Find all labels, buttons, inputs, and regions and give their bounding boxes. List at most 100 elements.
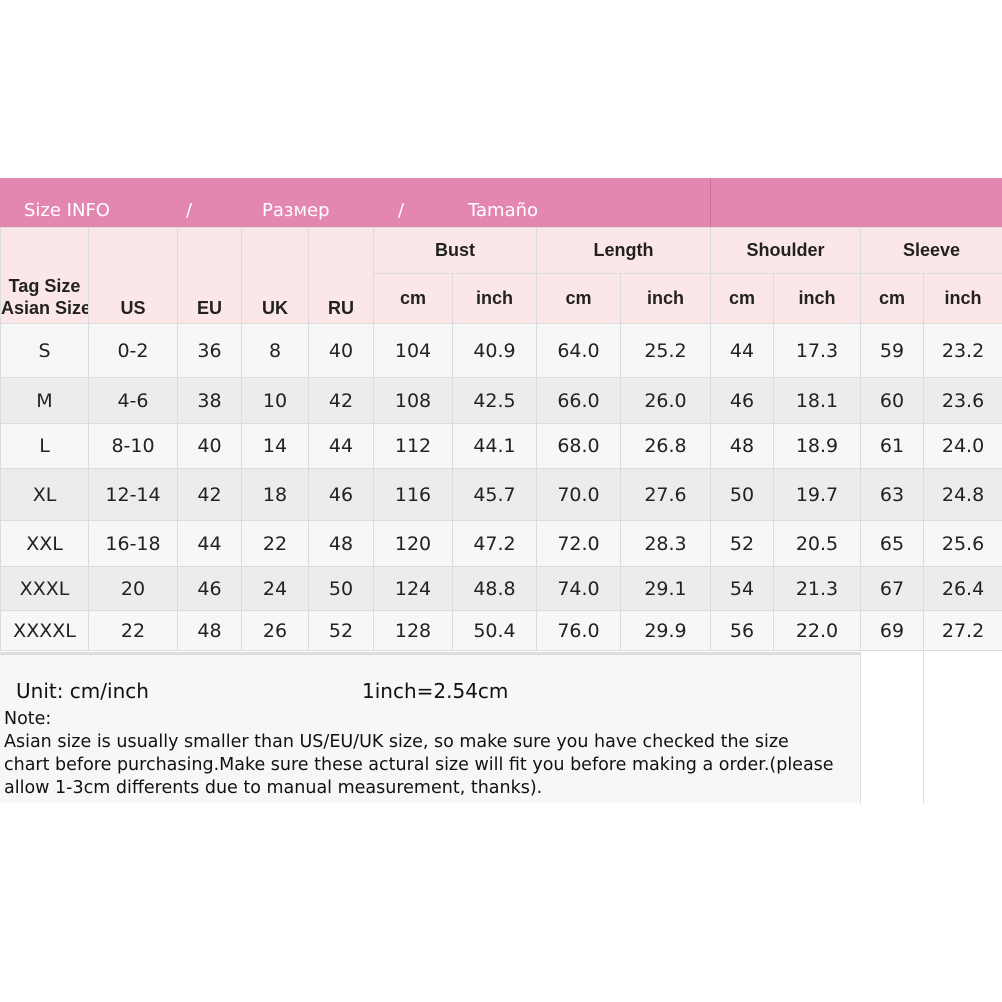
- cell-us: 0-2: [88, 323, 178, 378]
- table-row: L 8-10 40 14 44 112 44.1 68.0 26.8 48 18.9 61 24.0: [0, 423, 1002, 469]
- cell-eu: 44: [177, 520, 242, 567]
- cell-uk: 14: [241, 423, 309, 469]
- cell-bust-cm: 104: [373, 323, 453, 378]
- header-row-units: cm inch cm inch cm inch cm inch: [1, 273, 1002, 324]
- unit-label: Unit: cm/inch: [16, 679, 149, 703]
- us-header: US: [88, 227, 178, 324]
- cell-bust-inch: 40.9: [452, 323, 537, 378]
- cell-us: 20: [88, 566, 178, 611]
- ru-header: RU: [308, 227, 374, 324]
- cell-uk: 8: [241, 323, 309, 378]
- cell-tag-size: M: [0, 377, 89, 424]
- note: Note: Asian size is usually smaller than…: [0, 708, 860, 803]
- cell-uk: 18: [241, 468, 309, 521]
- cell-shoulder-cm: 56: [710, 610, 774, 651]
- sleeve-header: Sleeve: [860, 227, 1002, 274]
- bust-header: Bust: [373, 227, 537, 274]
- cell-length-inch: 27.6: [620, 468, 711, 521]
- cell-sleeve-inch: 24.0: [923, 423, 1002, 469]
- banner-russian: Размер: [262, 200, 330, 221]
- cell-eu: 42: [177, 468, 242, 521]
- cell-us: 12-14: [88, 468, 178, 521]
- cell-ru: 46: [308, 468, 374, 521]
- cell-shoulder-inch: 19.7: [772, 468, 862, 521]
- cell-tag-size: XL: [0, 468, 89, 521]
- cell-bust-inch: 42.5: [452, 377, 537, 424]
- cell-sleeve-cm: 60: [860, 377, 925, 424]
- cell-sleeve-inch: 24.8: [923, 468, 1002, 521]
- unit-header-cm: cm: [710, 273, 774, 324]
- cell-bust-cm: 116: [373, 468, 453, 521]
- cell-eu: 40: [177, 423, 242, 469]
- unit-header-cm: cm: [860, 273, 925, 324]
- note-title: Note:: [4, 709, 52, 729]
- cell-sleeve-cm: 59: [860, 323, 925, 378]
- asian-size-label: Asian Size: [1, 298, 89, 318]
- unit-header-cm: cm: [373, 273, 453, 324]
- cell-us: 16-18: [88, 520, 178, 567]
- unit-row: Unit: cm/inch 1inch=2.54cm: [0, 652, 860, 709]
- unit-header-inch: inch: [923, 273, 1002, 324]
- unit-header-inch: inch: [452, 273, 537, 324]
- cell-tag-size: XXXL: [0, 566, 89, 611]
- note-line: Asian size is usually smaller than US/EU…: [4, 732, 789, 752]
- cell-shoulder-inch: 18.9: [772, 423, 862, 469]
- cell-sleeve-inch: 27.2: [923, 610, 1002, 651]
- cell-uk: 10: [241, 377, 309, 424]
- unit-header-inch: inch: [772, 273, 862, 324]
- unit-header-inch: inch: [620, 273, 711, 324]
- cell-ru: 42: [308, 377, 374, 424]
- cell-sleeve-inch: 26.4: [923, 566, 1002, 611]
- cell-tag-size: S: [0, 323, 89, 378]
- uk-header: UK: [241, 227, 309, 324]
- cell-length-inch: 26.8: [620, 423, 711, 469]
- cell-length-inch: 29.1: [620, 566, 711, 611]
- grid-line: [923, 652, 924, 804]
- cell-length-cm: 74.0: [536, 566, 621, 611]
- cell-shoulder-inch: 20.5: [772, 520, 862, 567]
- cell-shoulder-inch: 18.1: [772, 377, 862, 424]
- cell-length-cm: 64.0: [536, 323, 621, 378]
- cell-shoulder-cm: 52: [710, 520, 774, 567]
- cell-bust-cm: 128: [373, 610, 453, 651]
- grid-line: [860, 652, 861, 804]
- cell-sleeve-cm: 61: [860, 423, 925, 469]
- table-row: S 0-2 36 8 40 104 40.9 64.0 25.2 44 17.3 59 23.2: [0, 323, 1002, 378]
- cell-bust-inch: 45.7: [452, 468, 537, 521]
- table-row: M 4-6 38 10 42 108 42.5 66.0 26.0 46 18.1 60 23.6: [0, 377, 1002, 424]
- shoulder-header: Shoulder: [709, 227, 862, 274]
- table-footer: Unit: cm/inch 1inch=2.54cm Note: Asian s…: [0, 652, 1002, 804]
- cell-sleeve-inch: 23.2: [923, 323, 1002, 378]
- table-row: XXL 16-18 44 22 48 120 47.2 72.0 28.3 52 20.5 65 25.…: [0, 520, 1002, 567]
- cell-shoulder-cm: 54: [710, 566, 774, 611]
- cell-shoulder-cm: 50: [710, 468, 774, 521]
- cell-bust-cm: 108: [373, 377, 453, 424]
- cell-sleeve-cm: 65: [860, 520, 925, 567]
- cell-eu: 48: [177, 610, 242, 651]
- cell-uk: 26: [241, 610, 309, 651]
- cell-ru: 48: [308, 520, 374, 567]
- eu-header: EU: [177, 227, 242, 324]
- cell-uk: 22: [241, 520, 309, 567]
- cell-length-inch: 25.2: [620, 323, 711, 378]
- cell-length-inch: 29.9: [620, 610, 711, 651]
- cell-length-inch: 28.3: [620, 520, 711, 567]
- header-row-groups: Tag Size Asian Size US EU UK RU Bust Leng…: [0, 227, 1002, 324]
- cell-length-cm: 76.0: [536, 610, 621, 651]
- cell-shoulder-cm: 48: [710, 423, 774, 469]
- banner-separator: /: [186, 200, 193, 221]
- cell-bust-cm: 112: [373, 423, 453, 469]
- cell-eu: 46: [177, 566, 242, 611]
- cell-eu: 38: [177, 377, 242, 424]
- tag-size-header: Tag Size Asian Size: [0, 227, 89, 324]
- cell-length-cm: 66.0: [536, 377, 621, 424]
- cell-bust-inch: 50.4: [452, 610, 537, 651]
- banner-divider: [710, 178, 711, 227]
- length-header: Length: [536, 227, 711, 274]
- cell-length-cm: 72.0: [536, 520, 621, 567]
- cell-eu: 36: [177, 323, 242, 378]
- cell-ru: 52: [308, 610, 374, 651]
- cell-length-cm: 70.0: [536, 468, 621, 521]
- table-row: XL 12-14 42 18 46 116 45.7 70.0 27.6 50 19.7 63 24.8: [0, 468, 1002, 521]
- cell-shoulder-inch: 22.0: [772, 610, 862, 651]
